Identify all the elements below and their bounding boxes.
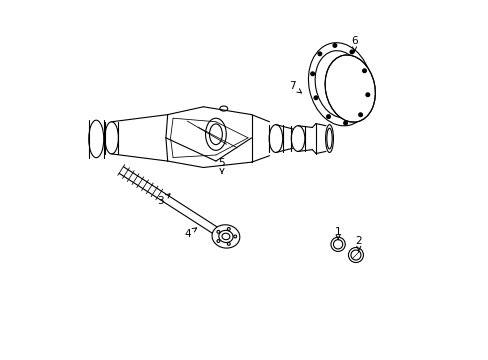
Text: 2: 2 [355, 236, 362, 251]
Circle shape [318, 52, 321, 55]
Circle shape [366, 93, 369, 96]
Circle shape [358, 113, 362, 117]
Text: 4: 4 [183, 228, 196, 239]
Text: 7: 7 [289, 81, 301, 93]
Circle shape [349, 50, 353, 54]
Circle shape [326, 115, 330, 118]
Circle shape [310, 72, 314, 76]
Text: 1: 1 [334, 227, 341, 240]
Text: 5: 5 [218, 158, 225, 174]
Ellipse shape [325, 55, 375, 122]
Circle shape [343, 121, 346, 125]
Circle shape [332, 44, 336, 47]
Ellipse shape [212, 225, 239, 248]
Circle shape [313, 96, 317, 100]
Text: 6: 6 [350, 36, 357, 52]
Circle shape [362, 69, 366, 72]
Text: 3: 3 [157, 194, 170, 206]
